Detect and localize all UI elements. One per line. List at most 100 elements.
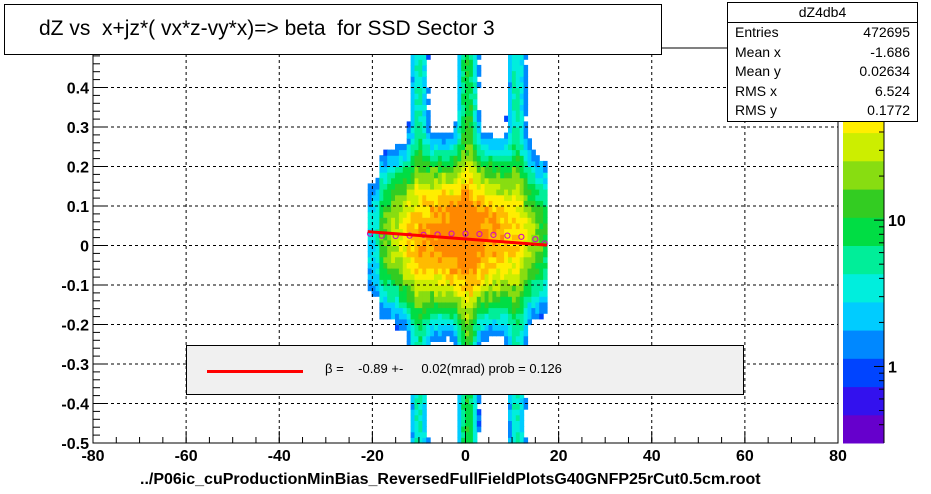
heatmap-cell — [414, 115, 419, 122]
heatmap-cell — [418, 217, 423, 224]
heatmap-cell — [492, 330, 497, 337]
heatmap-cell — [395, 149, 400, 156]
heatmap-cell — [453, 279, 458, 286]
heatmap-cell — [461, 335, 466, 342]
heatmap-cell — [508, 397, 513, 405]
heatmap-cell — [511, 189, 517, 196]
heatmap-cell — [387, 234, 392, 241]
heatmap-cell — [453, 262, 458, 269]
heatmap-cell — [527, 234, 532, 241]
heatmap-cell — [508, 98, 513, 105]
heatmap-cell — [539, 234, 544, 241]
heatmap-cell — [492, 149, 497, 156]
heatmap-cell — [523, 330, 529, 337]
heatmap-cell — [511, 296, 517, 303]
heatmap-cell — [406, 143, 412, 151]
heatmap-cell — [379, 239, 384, 247]
heatmap-cell — [449, 268, 455, 275]
heatmap-cell — [523, 121, 529, 128]
heatmap-cell — [515, 392, 521, 399]
heatmap-cell — [418, 397, 423, 405]
heatmap-cell — [519, 279, 525, 286]
heatmap-cell — [457, 307, 462, 314]
heatmap-cell — [402, 296, 408, 303]
heatmap-cell — [484, 222, 490, 230]
heatmap-cell — [469, 206, 474, 213]
stats-label: Entries — [735, 24, 779, 40]
heatmap-cell — [367, 189, 373, 196]
heatmap-cell — [457, 172, 462, 179]
heatmap-cell — [519, 290, 525, 297]
heatmap-cell — [465, 149, 470, 156]
heatmap-cell — [511, 110, 517, 117]
heatmap-cell — [527, 268, 532, 275]
heatmap-cell — [461, 290, 466, 297]
heatmap-cell — [418, 93, 423, 100]
heatmap-cell — [410, 59, 416, 66]
heatmap-cell — [418, 341, 423, 348]
heatmap-cell — [418, 268, 423, 275]
heatmap-cell — [465, 251, 470, 258]
heatmap-cell — [515, 262, 521, 269]
heatmap-cell — [422, 149, 427, 156]
heatmap-cell — [469, 194, 474, 201]
heatmap-cell — [543, 160, 548, 168]
y-tick-label: -0.3 — [61, 357, 89, 374]
heatmap-cell — [457, 115, 462, 122]
heatmap-cell — [484, 234, 490, 241]
heatmap-cell — [379, 256, 384, 263]
heatmap-cell — [492, 166, 497, 173]
heatmap-cell — [508, 431, 513, 438]
heatmap-cell — [469, 172, 474, 179]
heatmap-cell — [488, 132, 493, 139]
heatmap-cell — [414, 138, 419, 145]
heatmap-cell — [496, 138, 501, 145]
color-scale-segment — [843, 358, 884, 388]
heatmap-cell — [519, 392, 525, 399]
heatmap-cell — [531, 273, 536, 280]
heatmap-cell — [484, 251, 490, 258]
heatmap-cell — [472, 194, 478, 201]
heatmap-cell — [492, 324, 497, 331]
heatmap-cell — [515, 115, 521, 122]
heatmap-cell — [539, 217, 544, 224]
heatmap-cell — [457, 138, 462, 145]
heatmap-cell — [500, 262, 505, 269]
heatmap-cell — [422, 414, 427, 421]
heatmap-cell — [476, 127, 482, 134]
heatmap-cell — [430, 279, 435, 286]
heatmap-cell — [418, 177, 423, 184]
heatmap-cell — [508, 166, 513, 173]
heatmap-cell — [426, 279, 431, 286]
heatmap-cell — [410, 335, 416, 342]
heatmap-cell — [484, 268, 490, 275]
heatmap-cell — [472, 392, 478, 399]
heatmap-cell — [472, 251, 478, 258]
heatmap-cell — [496, 172, 501, 179]
heatmap-cell — [472, 200, 478, 207]
heatmap-cell — [371, 222, 377, 230]
heatmap-cell — [461, 87, 466, 94]
heatmap-cell — [500, 318, 505, 326]
heatmap-cell — [422, 301, 427, 309]
heatmap-cell — [519, 313, 525, 320]
heatmap-cell — [445, 132, 451, 139]
heatmap-cell — [480, 330, 486, 337]
heatmap-cell — [539, 172, 544, 179]
heatmap-cell — [492, 256, 497, 263]
heatmap-cell — [523, 143, 529, 151]
heatmap-cell — [445, 318, 451, 326]
heatmap-cell — [476, 110, 482, 117]
heatmap-cell — [511, 155, 517, 162]
heatmap-cell — [535, 189, 540, 196]
heatmap-cell — [488, 200, 493, 207]
heatmap-cell — [539, 296, 544, 303]
heatmap-cell — [539, 307, 544, 314]
heatmap-cell — [480, 211, 486, 218]
heatmap-cell — [539, 245, 544, 252]
x-axis-ticks: -80 -60 -40 -20 0 20 40 60 80 — [81, 431, 847, 465]
heatmap-cell — [496, 149, 501, 156]
heatmap-cell — [472, 115, 478, 122]
heatmap-cell — [527, 183, 532, 190]
heatmap-cell — [426, 98, 431, 105]
